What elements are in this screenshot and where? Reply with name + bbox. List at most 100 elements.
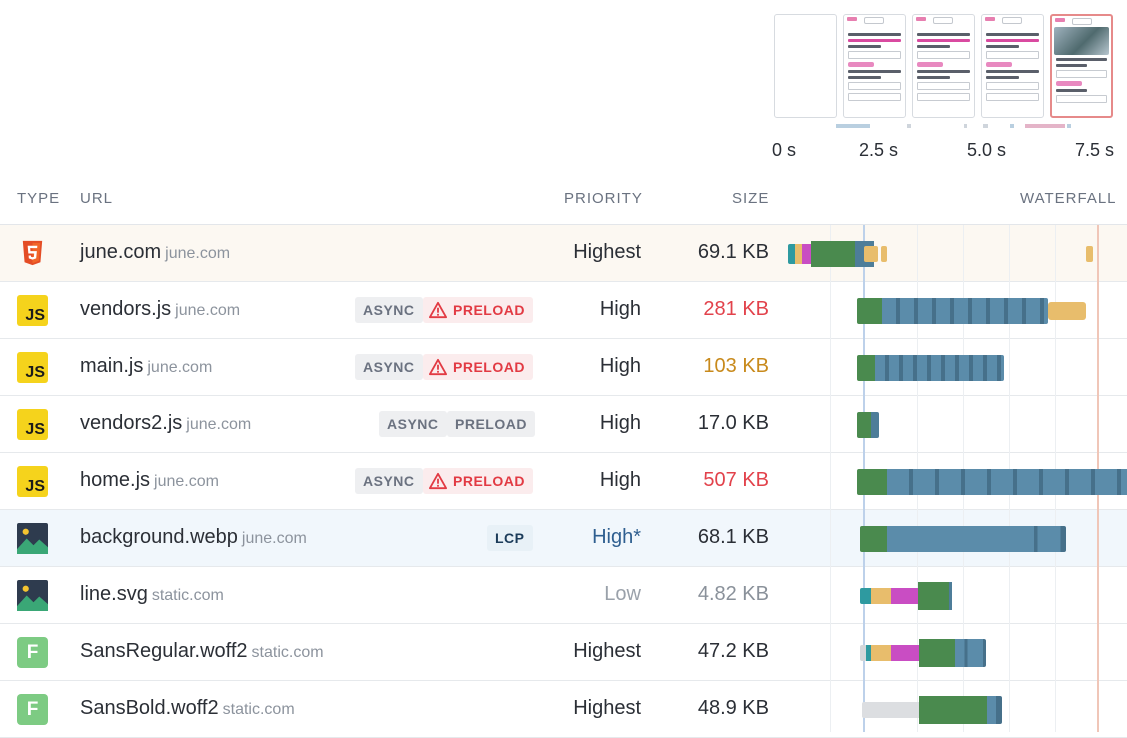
filmstrip-frame-lcp[interactable] (1050, 14, 1113, 118)
async-badge: ASYNC (379, 411, 447, 437)
bar-download (987, 696, 1002, 724)
preload-label: PRELOAD (453, 302, 525, 318)
table-row[interactable]: JS main.js june.com ASYNC PRELOAD High 10… (0, 339, 1127, 396)
request-url[interactable]: vendors.js june.com (80, 298, 240, 321)
lcp-badge: LCP (487, 525, 533, 551)
bar-blocked (1048, 302, 1086, 320)
column-header-priority[interactable]: PRIORITY (564, 190, 643, 207)
request-url[interactable]: vendors2.js june.com (80, 412, 251, 435)
preload-warning-badge: PRELOAD (423, 297, 533, 323)
bar-download (887, 526, 1066, 552)
request-host: june.com (165, 245, 231, 262)
filmstrip-frame[interactable] (981, 14, 1044, 118)
time-label: 2.5 s (859, 140, 899, 160)
preload-badge: PRELOAD (447, 411, 535, 437)
image-icon (17, 523, 48, 554)
async-badge: ASYNC (355, 297, 423, 323)
image-icon (17, 580, 48, 611)
time-label: 0 s (772, 140, 797, 160)
timeline-activity (836, 124, 870, 128)
font-icon: F (17, 694, 48, 725)
time-label: 5.0 s (967, 140, 1007, 160)
request-host: june.com (175, 302, 241, 319)
request-url[interactable]: home.js june.com (80, 469, 219, 492)
bar-wait (918, 582, 950, 610)
table-row[interactable]: JS vendors2.js june.com ASYNC PRELOAD Hig… (0, 396, 1127, 453)
timeline-activity (1010, 124, 1014, 128)
bar-wait (857, 412, 871, 438)
bar-wait (919, 639, 955, 667)
bar-download (882, 298, 1048, 324)
request-priority: Highest (573, 640, 641, 662)
async-badge: ASYNC (355, 354, 423, 380)
request-priority: High* (592, 526, 641, 548)
request-url[interactable]: SansBold.woff2 static.com (80, 697, 295, 720)
request-name: line.svg (80, 583, 148, 605)
request-url[interactable]: SansRegular.woff2 static.com (80, 640, 324, 663)
bar-connect (866, 645, 871, 661)
request-name: SansBold.woff2 (80, 697, 219, 719)
table-row[interactable]: june.com june.com Highest 69.1 KB (0, 225, 1127, 282)
request-size: 47.2 KB (697, 640, 769, 662)
warning-icon (429, 301, 447, 319)
request-url[interactable]: main.js june.com (80, 355, 212, 378)
bar-download (949, 582, 952, 610)
request-name: vendors2.js (80, 412, 183, 434)
javascript-icon: JS (17, 295, 48, 326)
bar-ssl (891, 588, 918, 604)
column-header-waterfall[interactable]: WATERFALL (1020, 190, 1117, 207)
table-row[interactable]: F SansRegular.woff2 static.com Highest 47… (0, 624, 1127, 681)
request-url[interactable]: line.svg static.com (80, 583, 224, 606)
request-host: june.com (186, 416, 252, 433)
table-row-lcp[interactable]: background.webp june.com LCP High* 68.1 K… (0, 510, 1127, 567)
bar-wait (857, 355, 875, 381)
font-icon: F (17, 637, 48, 668)
request-priority: Highest (573, 241, 641, 263)
request-priority: Low (604, 583, 641, 605)
request-url[interactable]: background.webp june.com (80, 526, 307, 549)
preload-label: PRELOAD (453, 473, 525, 489)
column-header-url[interactable]: URL (80, 190, 114, 207)
filmstrip-frame-blank[interactable] (774, 14, 837, 118)
request-priority: Highest (573, 697, 641, 719)
request-size: 103 KB (703, 355, 769, 377)
javascript-icon: JS (17, 409, 48, 440)
filmstrip-frame[interactable] (912, 14, 975, 118)
js-icon-label: JS (25, 307, 45, 324)
js-icon-label: JS (25, 364, 45, 381)
header-divider (0, 224, 1127, 225)
preload-label: PRELOAD (453, 359, 525, 375)
bar-dns (871, 645, 891, 661)
filmstrip-frame[interactable] (843, 14, 906, 118)
bar-wait (919, 696, 987, 724)
request-size: 4.82 KB (697, 583, 769, 605)
table-row[interactable]: JS home.js june.com ASYNC PRELOAD High 50… (0, 453, 1127, 510)
bar-wait (811, 241, 855, 267)
bar-ssl (802, 244, 811, 264)
bar-dns (795, 244, 802, 264)
request-host: static.com (222, 701, 295, 718)
column-header-type[interactable]: TYPE (17, 190, 61, 207)
js-icon-label: JS (25, 478, 45, 495)
table-row[interactable]: JS vendors.js june.com ASYNC PRELOAD High… (0, 282, 1127, 339)
timeline-activity (964, 124, 967, 128)
table-row[interactable]: line.svg static.com Low 4.82 KB (0, 567, 1127, 624)
warning-icon (429, 358, 447, 376)
async-badge: ASYNC (355, 468, 423, 494)
bar-queued (860, 645, 866, 661)
request-name: home.js (80, 469, 151, 491)
javascript-icon: JS (17, 352, 48, 383)
request-url[interactable]: june.com june.com (80, 241, 230, 264)
bar-wait (857, 298, 882, 324)
column-header-size[interactable]: SIZE (732, 190, 770, 207)
request-host: static.com (151, 587, 224, 604)
bar-download (875, 355, 1004, 381)
request-size: 69.1 KB (697, 241, 769, 263)
timeline-activity (1067, 124, 1071, 128)
bar-blocked (1086, 246, 1093, 262)
bar-ssl (891, 645, 919, 661)
warning-icon (429, 472, 447, 490)
request-name: vendors.js (80, 298, 172, 320)
request-host: june.com (147, 359, 213, 376)
bar-connect (860, 588, 871, 604)
